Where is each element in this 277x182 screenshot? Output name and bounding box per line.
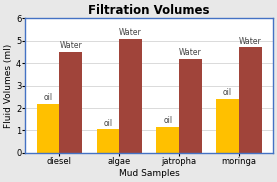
Bar xyxy=(37,104,60,153)
Text: Water: Water xyxy=(239,37,261,46)
Text: oil: oil xyxy=(43,93,53,102)
Text: oil: oil xyxy=(103,118,112,128)
Text: Water: Water xyxy=(60,41,82,50)
Text: Water: Water xyxy=(119,28,142,37)
Text: oil: oil xyxy=(223,88,232,97)
Bar xyxy=(60,52,82,153)
Bar xyxy=(96,129,119,153)
Y-axis label: Fluid Volumes (ml): Fluid Volumes (ml) xyxy=(4,43,13,128)
Bar xyxy=(216,99,239,153)
Bar xyxy=(119,39,142,153)
Title: Filtration Volumes: Filtration Volumes xyxy=(88,4,210,17)
X-axis label: Mud Samples: Mud Samples xyxy=(119,169,179,178)
Bar xyxy=(156,127,179,153)
Text: Water: Water xyxy=(179,48,202,57)
Bar xyxy=(179,59,202,153)
Text: oil: oil xyxy=(163,116,172,125)
Bar xyxy=(239,48,261,153)
